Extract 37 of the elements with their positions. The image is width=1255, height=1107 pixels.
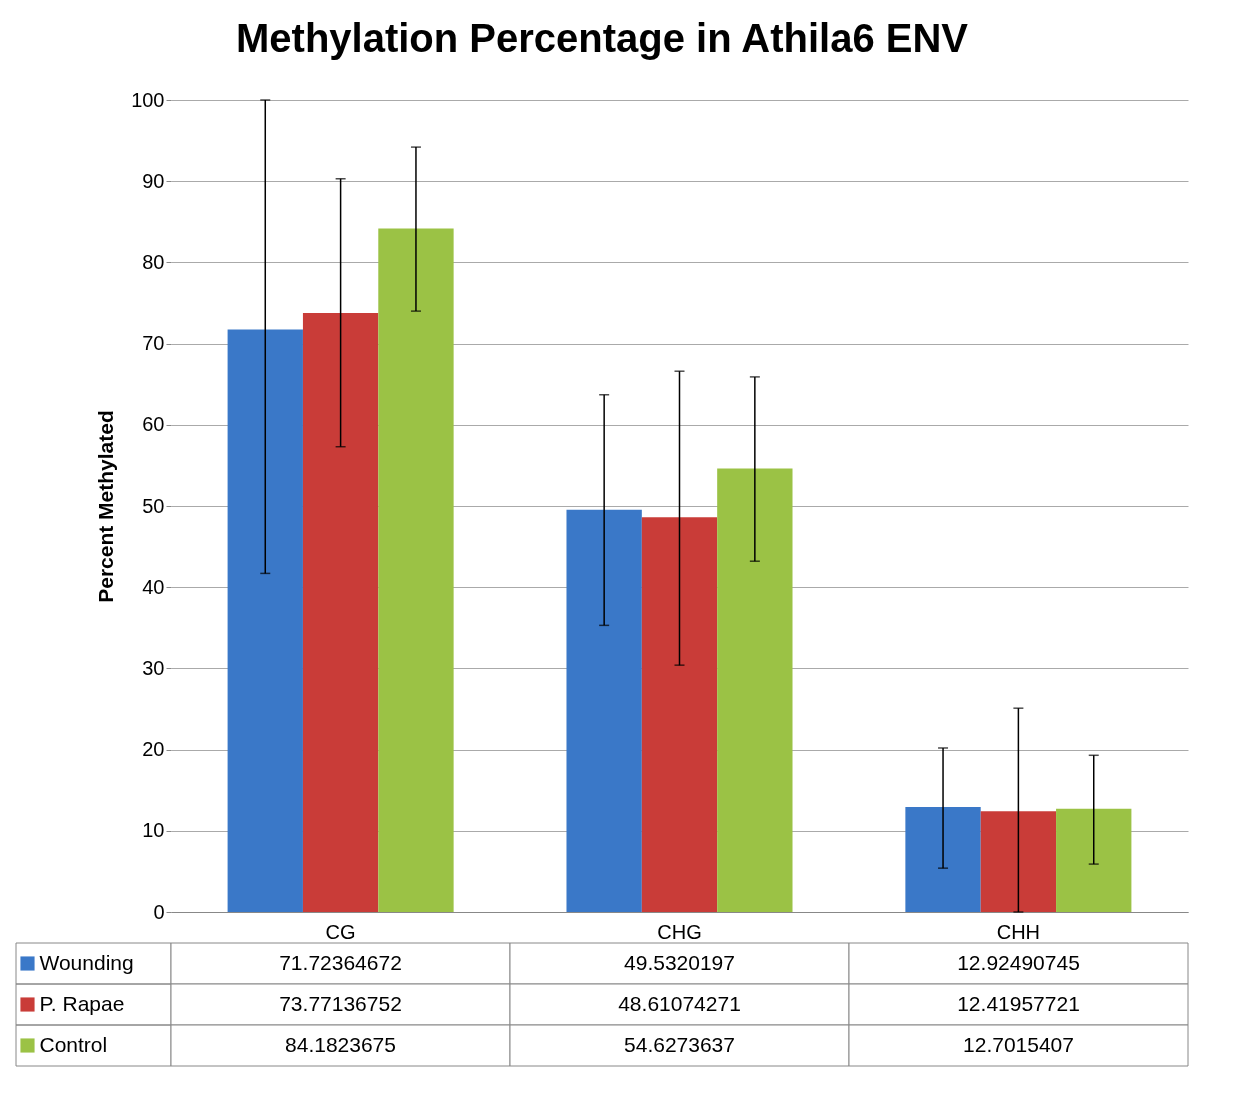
y-tick-label: 100: [131, 88, 165, 111]
data-label: 49.5320197: [624, 950, 735, 974]
y-tick-label: 40: [142, 575, 165, 598]
bar: [378, 228, 454, 912]
y-tick-label: 80: [142, 250, 165, 273]
y-tick-label: 20: [142, 738, 165, 761]
bar: [566, 509, 642, 912]
chart-title: Methylation Percentage in Athila6 ENV: [235, 16, 969, 60]
y-tick-label: 90: [142, 169, 165, 192]
y-tick-label: 10: [142, 819, 165, 842]
legend-label: Wounding: [39, 950, 134, 974]
bar: [717, 468, 793, 912]
legend-label: P. Rapae: [39, 991, 125, 1015]
x-tick-label: CHH: [996, 920, 1041, 943]
data-label: 48.61074271: [618, 991, 741, 1015]
legend-label: Control: [39, 1032, 108, 1056]
y-tick-label: 50: [142, 494, 165, 517]
x-tick-label: CHG: [657, 920, 702, 943]
bar: [980, 811, 1057, 912]
y-tick-label: 70: [142, 332, 165, 355]
x-tick-label: CG: [325, 920, 356, 943]
y-axis-title: Percent Methylated: [93, 410, 117, 603]
bar: [302, 312, 379, 912]
data-label: 12.7015407: [963, 1032, 1074, 1056]
bar: [905, 807, 981, 912]
y-tick-label: 0: [153, 900, 165, 923]
data-label: 54.6273637: [624, 1032, 735, 1056]
bar: [641, 517, 718, 912]
data-label: 84.1823675: [285, 1032, 396, 1056]
data-label: 12.92490745: [957, 950, 1080, 974]
data-label: 73.77136752: [279, 991, 402, 1015]
bar: [1056, 808, 1132, 912]
y-tick-label: 60: [142, 413, 165, 436]
y-tick-label: 30: [142, 656, 165, 679]
data-label: 12.41957721: [957, 991, 1080, 1015]
bar: [227, 329, 303, 912]
data-label: 71.72364672: [279, 950, 402, 974]
